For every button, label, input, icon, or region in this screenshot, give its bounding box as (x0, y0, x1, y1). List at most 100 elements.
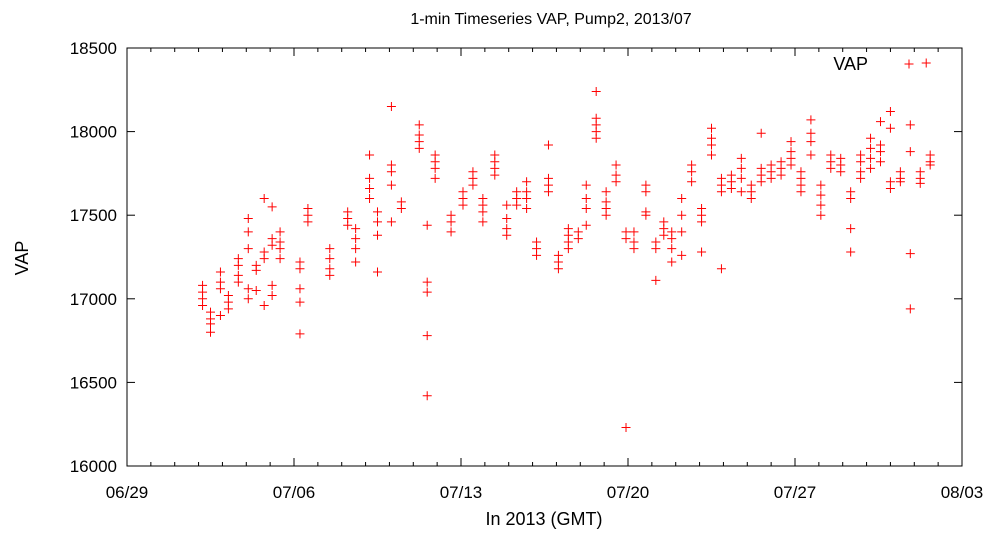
data-point (651, 275, 661, 285)
data-point (786, 137, 796, 147)
axis-ticks: 16000 16500 17000 17500 18000 18500 06/29 07/06… (70, 39, 984, 502)
legend-marker-symbol (904, 59, 914, 69)
data-point (687, 167, 697, 177)
data-point (563, 244, 573, 254)
y-tick-label: 17000 (70, 290, 117, 309)
data-point (386, 217, 396, 227)
data-point (522, 177, 532, 187)
data-point (736, 153, 746, 163)
data-point (736, 163, 746, 173)
data-point (786, 160, 796, 170)
data-point (866, 153, 876, 163)
data-point (215, 267, 225, 277)
data-point (875, 117, 885, 127)
data-point (275, 254, 285, 264)
legend-label: VAP (833, 54, 868, 74)
data-point (677, 227, 687, 237)
data-point (267, 290, 277, 300)
x-tick-label: 07/20 (607, 483, 650, 502)
legend-marker (904, 59, 914, 69)
data-point (446, 217, 456, 227)
data-point (478, 207, 488, 217)
data-point (875, 147, 885, 157)
data-point (816, 180, 826, 190)
data-point (251, 265, 261, 275)
data-point (826, 163, 836, 173)
data-point (707, 123, 716, 133)
data-point (522, 193, 532, 203)
data-point (905, 147, 915, 157)
data-point (325, 244, 335, 254)
data-point (502, 214, 512, 224)
data-point (591, 86, 601, 96)
legend: VAP (833, 54, 914, 74)
data-point (295, 297, 305, 307)
data-point (707, 150, 716, 160)
data-point (915, 178, 925, 188)
data-point (667, 234, 677, 244)
data-point (430, 173, 440, 183)
data-point (736, 187, 746, 197)
data-point (259, 193, 269, 203)
data-point (573, 234, 583, 244)
plot-frame (126, 47, 963, 467)
data-point (581, 204, 591, 214)
data-point (816, 190, 826, 200)
data-point (532, 250, 542, 260)
data-point (430, 163, 440, 173)
data-point (275, 244, 285, 254)
data-point (776, 170, 786, 180)
data-point (275, 227, 285, 237)
data-point (373, 267, 382, 277)
data-point (905, 304, 915, 314)
data-point (478, 217, 488, 227)
data-point (351, 234, 361, 244)
data-point (325, 270, 335, 280)
y-tick-label: 18500 (70, 39, 117, 58)
data-point (267, 240, 277, 250)
data-point (736, 173, 746, 183)
data-points (198, 58, 935, 433)
data-point (351, 244, 361, 254)
data-point (206, 319, 215, 329)
data-point (856, 173, 866, 183)
data-point (502, 200, 512, 210)
data-point (553, 264, 563, 274)
data-point (611, 160, 621, 170)
data-point (243, 284, 253, 294)
data-point (677, 250, 687, 260)
data-point (295, 329, 305, 339)
data-point (816, 200, 826, 210)
data-point (502, 230, 512, 240)
data-point (215, 311, 225, 321)
data-point (601, 187, 611, 197)
x-tick-label: 07/13 (440, 483, 483, 502)
data-point (885, 107, 895, 117)
data-point (351, 224, 361, 234)
data-point (468, 180, 478, 190)
data-point (866, 133, 876, 143)
data-point (756, 177, 766, 187)
x-tick-label: 07/06 (273, 483, 316, 502)
data-point (621, 423, 631, 433)
data-point (422, 331, 432, 341)
data-point (386, 167, 396, 177)
data-point (206, 327, 215, 337)
data-point (543, 140, 553, 150)
data-point (629, 244, 639, 254)
data-point (198, 300, 208, 310)
data-point (223, 304, 233, 314)
data-point (365, 193, 375, 203)
data-point (766, 173, 776, 183)
data-point (667, 257, 677, 267)
data-point (806, 115, 816, 125)
data-point (651, 244, 661, 254)
data-point (422, 287, 432, 297)
data-point (806, 128, 816, 138)
data-point (707, 140, 716, 150)
data-point (581, 193, 591, 203)
y-axis-label: VAP (12, 241, 32, 276)
data-point (659, 230, 669, 240)
data-point (856, 157, 866, 167)
data-point (591, 133, 601, 143)
